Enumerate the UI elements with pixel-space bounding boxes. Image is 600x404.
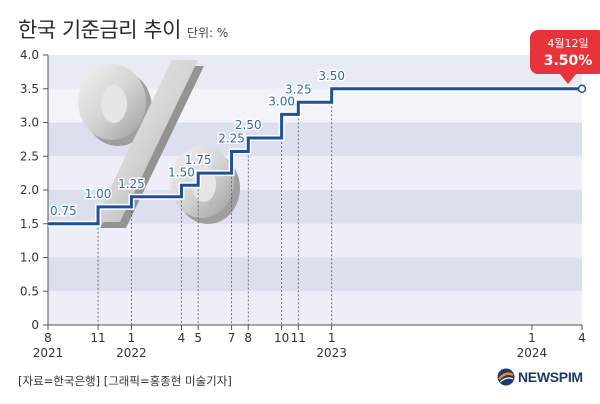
chart-title: 한국 기준금리 추이 [18,18,181,42]
y-tick-label: 0.5 [20,284,39,298]
y-tick-label: 4.0 [20,48,39,62]
percent-sign-graphic [78,60,240,228]
callout-bubble [530,30,600,84]
x-tick-month: 11 [90,331,105,345]
data-label: 1.25 [118,177,145,191]
x-tick-year: 2021 [33,346,64,360]
data-labels: 0.75 1.00 1.25 1.501.75 2.252.50 3.003.25 3.50 [49,67,347,219]
series-line [48,87,582,226]
x-tick-month: 1 [528,331,536,345]
vertical-guides [97,102,333,325]
source-credit: [자료=한국은행] [그래픽=홍종현 미술기자] [18,374,232,388]
y-tick-label: 2.0 [20,183,39,197]
band [48,223,582,258]
data-label: 3.25 [285,82,312,96]
unit-label: 단위: % [186,26,229,40]
y-tick-label: 1.0 [20,251,39,265]
data-label: 3.00 [268,94,295,108]
x-tick-month: 8 [44,331,52,345]
x-tick-month: 8 [244,331,252,345]
data-label: 1.50 [168,165,195,179]
x-tick-month: 4 [178,331,186,345]
y-axis: 0 0.5 1.0 1.5 2.0 2.5 3.0 3.5 4.0 [20,48,49,332]
data-label: 2.50 [235,118,262,132]
end-point-marker [577,84,587,93]
callout-value: 3.50% [544,53,593,69]
logo-text: NEWSPIM [518,369,583,385]
latest-callout: 4월12일 3.50% [530,30,600,84]
band [48,291,582,325]
y-tick-label: 0 [31,318,39,332]
rate-series [48,84,587,227]
y-tick-label: 3.5 [20,82,39,96]
x-tick-year: 2022 [116,346,147,360]
x-tick-month: 5 [194,331,202,345]
x-tick-month: 1 [128,331,136,345]
data-label: 2.25 [218,132,245,146]
y-tick-label: 2.5 [20,149,39,163]
x-tick-year: 2024 [517,346,548,360]
x-tick-month: 11 [291,331,306,345]
x-tick-year: 2023 [316,346,347,360]
data-label: 0.75 [50,204,77,218]
band [48,257,582,292]
x-tick-month: 10 [274,331,289,345]
title-row: 한국 기준금리 추이 단위: % [18,14,228,44]
data-label: 1.75 [185,153,212,167]
y-tick-label: 1.5 [20,217,39,231]
x-tick-month: 1 [328,331,336,345]
newspim-logo: NEWSPIM [497,368,583,386]
x-tick-month: 7 [228,331,236,345]
data-label: 1.00 [85,187,112,201]
x-tick-month: 4 [578,331,586,345]
y-tick-label: 3.0 [20,116,39,130]
logo-globe-icon [497,368,515,386]
callout-date: 4월12일 [547,36,588,50]
data-label: 3.50 [318,69,345,83]
